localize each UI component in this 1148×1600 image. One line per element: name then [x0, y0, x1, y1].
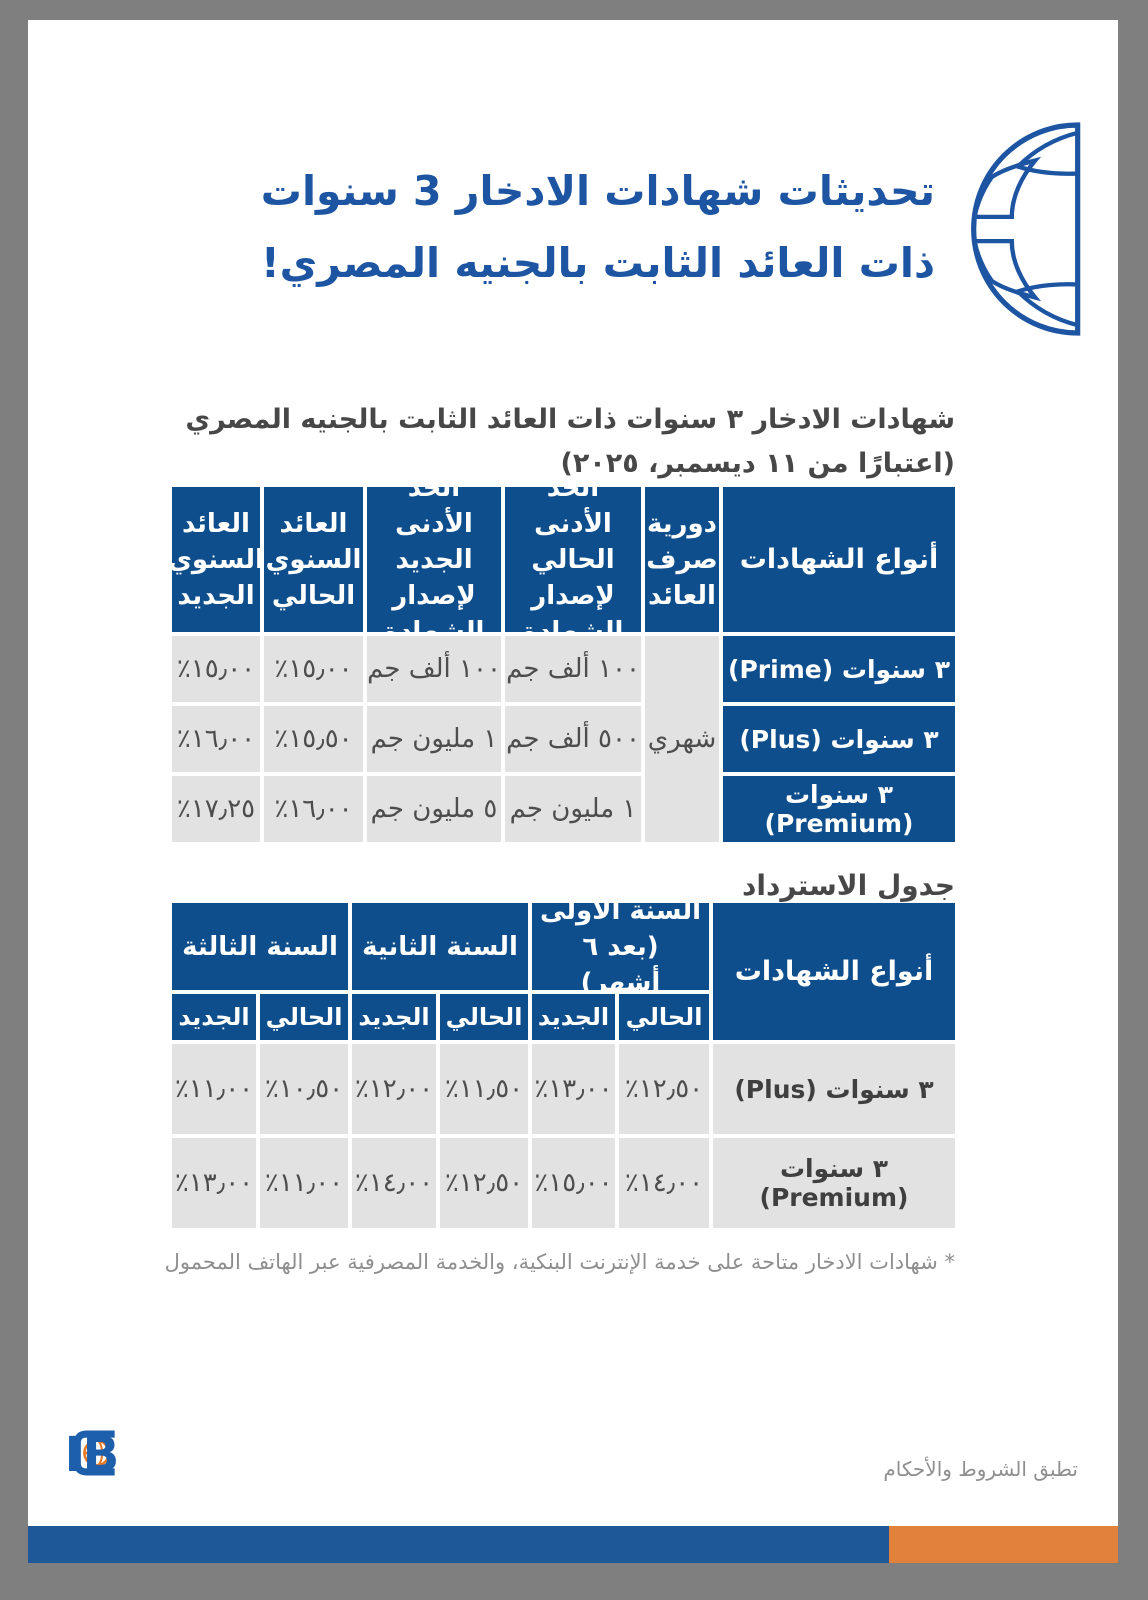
subheader-new: الجديد	[172, 994, 256, 1040]
rate-cell: ١٠٠ ألف جم	[367, 636, 501, 702]
rate-cell: ٥٠٠ ألف جم	[505, 706, 641, 772]
rate-cell: ١٤٫٠٠٪	[619, 1138, 709, 1228]
cib-logo: IB	[66, 1427, 119, 1483]
subheader-current: الحالي	[260, 994, 348, 1040]
header-cell-yield-current: العائد السنوي الحالي	[264, 487, 363, 632]
logo-letters: IB	[66, 1427, 119, 1483]
rate-cell: ٥ مليون جم	[367, 776, 501, 842]
rate-cell: ١٦٫٠٠٪	[264, 776, 363, 842]
redemption-table: أنواع الشهادات السنة الأولى (بعد ٦ أشهر)…	[172, 896, 955, 1228]
year1-line-2: (بعد ٦ أشهر)	[580, 931, 661, 998]
frequency-value-cell: شهري	[645, 636, 719, 842]
header-cell-types: أنواع الشهادات	[723, 487, 955, 632]
header-cell-min-new: الحد الأدنى الجديد لإصدار الشهادة	[367, 473, 501, 647]
page-title: تحديثات شهادات الادخار 3 سنوات ذات العائ…	[261, 155, 935, 299]
rate-cell: ١١٫٠٠٪	[172, 1044, 256, 1134]
header-cell-types: أنواع الشهادات	[713, 903, 955, 1040]
rate-cell: ١٥٫٠٠٪	[532, 1138, 615, 1228]
rate-cell: ١٥٫٠٠٪	[264, 636, 363, 702]
half-globe-icon	[971, 122, 1081, 336]
subheader-current: الحالي	[619, 994, 709, 1040]
row-label-premium: ٣ سنوات (Premium)	[713, 1138, 955, 1228]
rate-cell: ١٥٫٠٠٪	[172, 636, 260, 702]
caption-line-1: شهادات الادخار ٣ سنوات ذات العائد الثابت…	[185, 404, 955, 435]
globe-icon	[83, 1439, 111, 1467]
rate-cell: ١٤٫٠٠٪	[352, 1138, 436, 1228]
rates-table: أنواع الشهادات دورية صرف العائد الحد الأ…	[168, 473, 955, 842]
rate-cell: ١٠٠ ألف جم	[505, 636, 641, 702]
header-cell-year2: السنة الثانية	[352, 903, 528, 990]
header-cell-yield-new: العائد السنوي الجديد	[168, 487, 264, 632]
row-label-plus: ٣ سنوات (Plus)	[713, 1044, 955, 1134]
row-label-prime: ٣ سنوات (Prime)	[723, 636, 955, 702]
redemption-title: جدول الاسترداد	[742, 869, 955, 902]
header-cell-year3: السنة الثالثة	[172, 903, 348, 990]
rate-cell: ١١٫٠٠٪	[260, 1138, 348, 1228]
footer-bar	[28, 1526, 1118, 1563]
header-cell-min-current: الحد الأدنى الحالي لإصدار الشهادة	[505, 473, 641, 647]
flyer-page: تحديثات شهادات الادخار 3 سنوات ذات العائ…	[28, 20, 1118, 1563]
rate-cell: ١٠٫٥٠٪	[260, 1044, 348, 1134]
rate-cell: ١٥٫٥٠٪	[264, 706, 363, 772]
row-label-plus: ٣ سنوات (Plus)	[723, 706, 955, 772]
title-line-2: ذات العائد الثابت بالجنيه المصري!	[260, 239, 935, 287]
rate-cell: ١٢٫٥٠٪	[619, 1044, 709, 1134]
rate-cell: ١٦٫٠٠٪	[172, 706, 260, 772]
rate-cell: ١٢٫٠٠٪	[352, 1044, 436, 1134]
rates-table-caption: شهادات الادخار ٣ سنوات ذات العائد الثابت…	[185, 398, 955, 486]
footnote: * شهادات الادخار متاحة على خدمة الإنترنت…	[164, 1250, 955, 1274]
logo-c-shape	[73, 1430, 115, 1476]
footer-bar-blue	[28, 1526, 889, 1563]
subheader-new: الجديد	[532, 994, 615, 1040]
terms-text: تطبق الشروط والأحكام	[883, 1457, 1078, 1481]
footer-bar-orange	[889, 1526, 1118, 1563]
rate-cell: ١٣٫٠٠٪	[532, 1044, 615, 1134]
subheader-new: الجديد	[352, 994, 436, 1040]
rate-cell: ١٧٫٢٥٪	[172, 776, 260, 842]
rate-cell: ١ مليون جم	[367, 706, 501, 772]
rate-cell: ١٢٫٥٠٪	[440, 1138, 528, 1228]
year1-line-1: السنة الأولى	[539, 895, 702, 926]
header-cell-year1: السنة الأولى (بعد ٦ أشهر)	[532, 896, 709, 998]
header-cell-frequency: دورية صرف العائد	[645, 487, 719, 632]
rate-cell: ١ مليون جم	[505, 776, 641, 842]
rate-cell: ١٣٫٠٠٪	[172, 1138, 256, 1228]
title-line-1: تحديثات شهادات الادخار 3 سنوات	[260, 167, 935, 215]
row-label-premium: ٣ سنوات (Premium)	[723, 776, 955, 842]
subheader-current: الحالي	[440, 994, 528, 1040]
rate-cell: ١١٫٥٠٪	[440, 1044, 528, 1134]
caption-line-2: (اعتبارًا من ١١ ديسمبر، ٢٠٢٥)	[560, 448, 955, 479]
